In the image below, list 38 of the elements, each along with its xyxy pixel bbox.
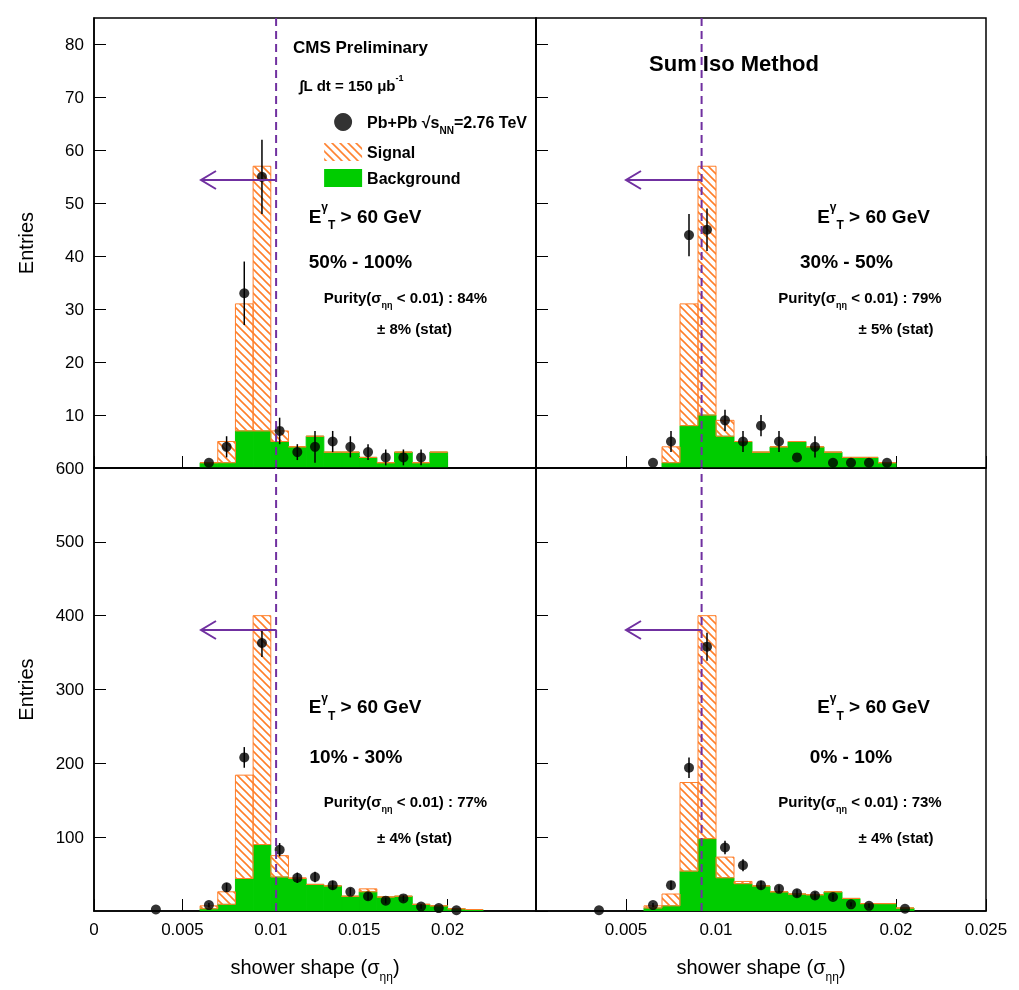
y-tick-label: 40 (65, 246, 84, 266)
x-tick-label: 0.015 (337, 920, 381, 939)
annotation: 50% - 100% (308, 250, 413, 272)
annotation: ± 5% (stat) (858, 320, 934, 337)
y-tick-label: 50 (65, 193, 84, 213)
annotation: ± 4% (stat) (377, 828, 452, 846)
annotation: ± 4% (stat) (858, 828, 934, 846)
x-tick-label: 0.025 (964, 920, 1008, 939)
x-tick-label: 0.01 (699, 920, 733, 939)
y-axis-title: Entries (15, 211, 37, 275)
x-tick-label: 0.015 (784, 920, 828, 939)
y-tick-label: 600 (55, 458, 84, 478)
y-tick-label: 80 (65, 34, 84, 54)
y-tick-label: 20 (65, 352, 84, 372)
annotation: Sum Iso Method (649, 50, 819, 76)
annotation: CMS Preliminary (292, 37, 429, 57)
y-axis-title: Entries (15, 658, 37, 721)
y-tick-label: 500 (55, 532, 84, 552)
legend-label: Signal (367, 143, 416, 161)
y-tick-label: 100 (55, 827, 84, 847)
annotation: ± 8% (stat) (377, 320, 452, 337)
y-tick-label: 10 (65, 405, 84, 425)
y-tick-label: 30 (65, 299, 84, 319)
x-tick-label: 0.01 (254, 920, 288, 939)
x-tick-label: 0.02 (431, 920, 465, 939)
annotation: 0% - 10% (809, 745, 893, 767)
annotation: 10% - 30% (309, 745, 403, 767)
y-tick-label: 70 (65, 87, 84, 107)
x-tick-label: 0.005 (604, 920, 648, 939)
y-tick-label: 400 (55, 606, 84, 626)
annotation: 30% - 50% (800, 250, 894, 272)
legend-label: Background (367, 169, 461, 187)
y-tick-label: 200 (55, 753, 84, 773)
y-tick-label: 300 (55, 680, 84, 699)
x-tick-label: 0 (89, 920, 99, 939)
x-tick-label: 0.005 (161, 920, 204, 939)
x-tick-label: 0.02 (879, 920, 913, 939)
y-tick-label: 60 (65, 140, 84, 160)
